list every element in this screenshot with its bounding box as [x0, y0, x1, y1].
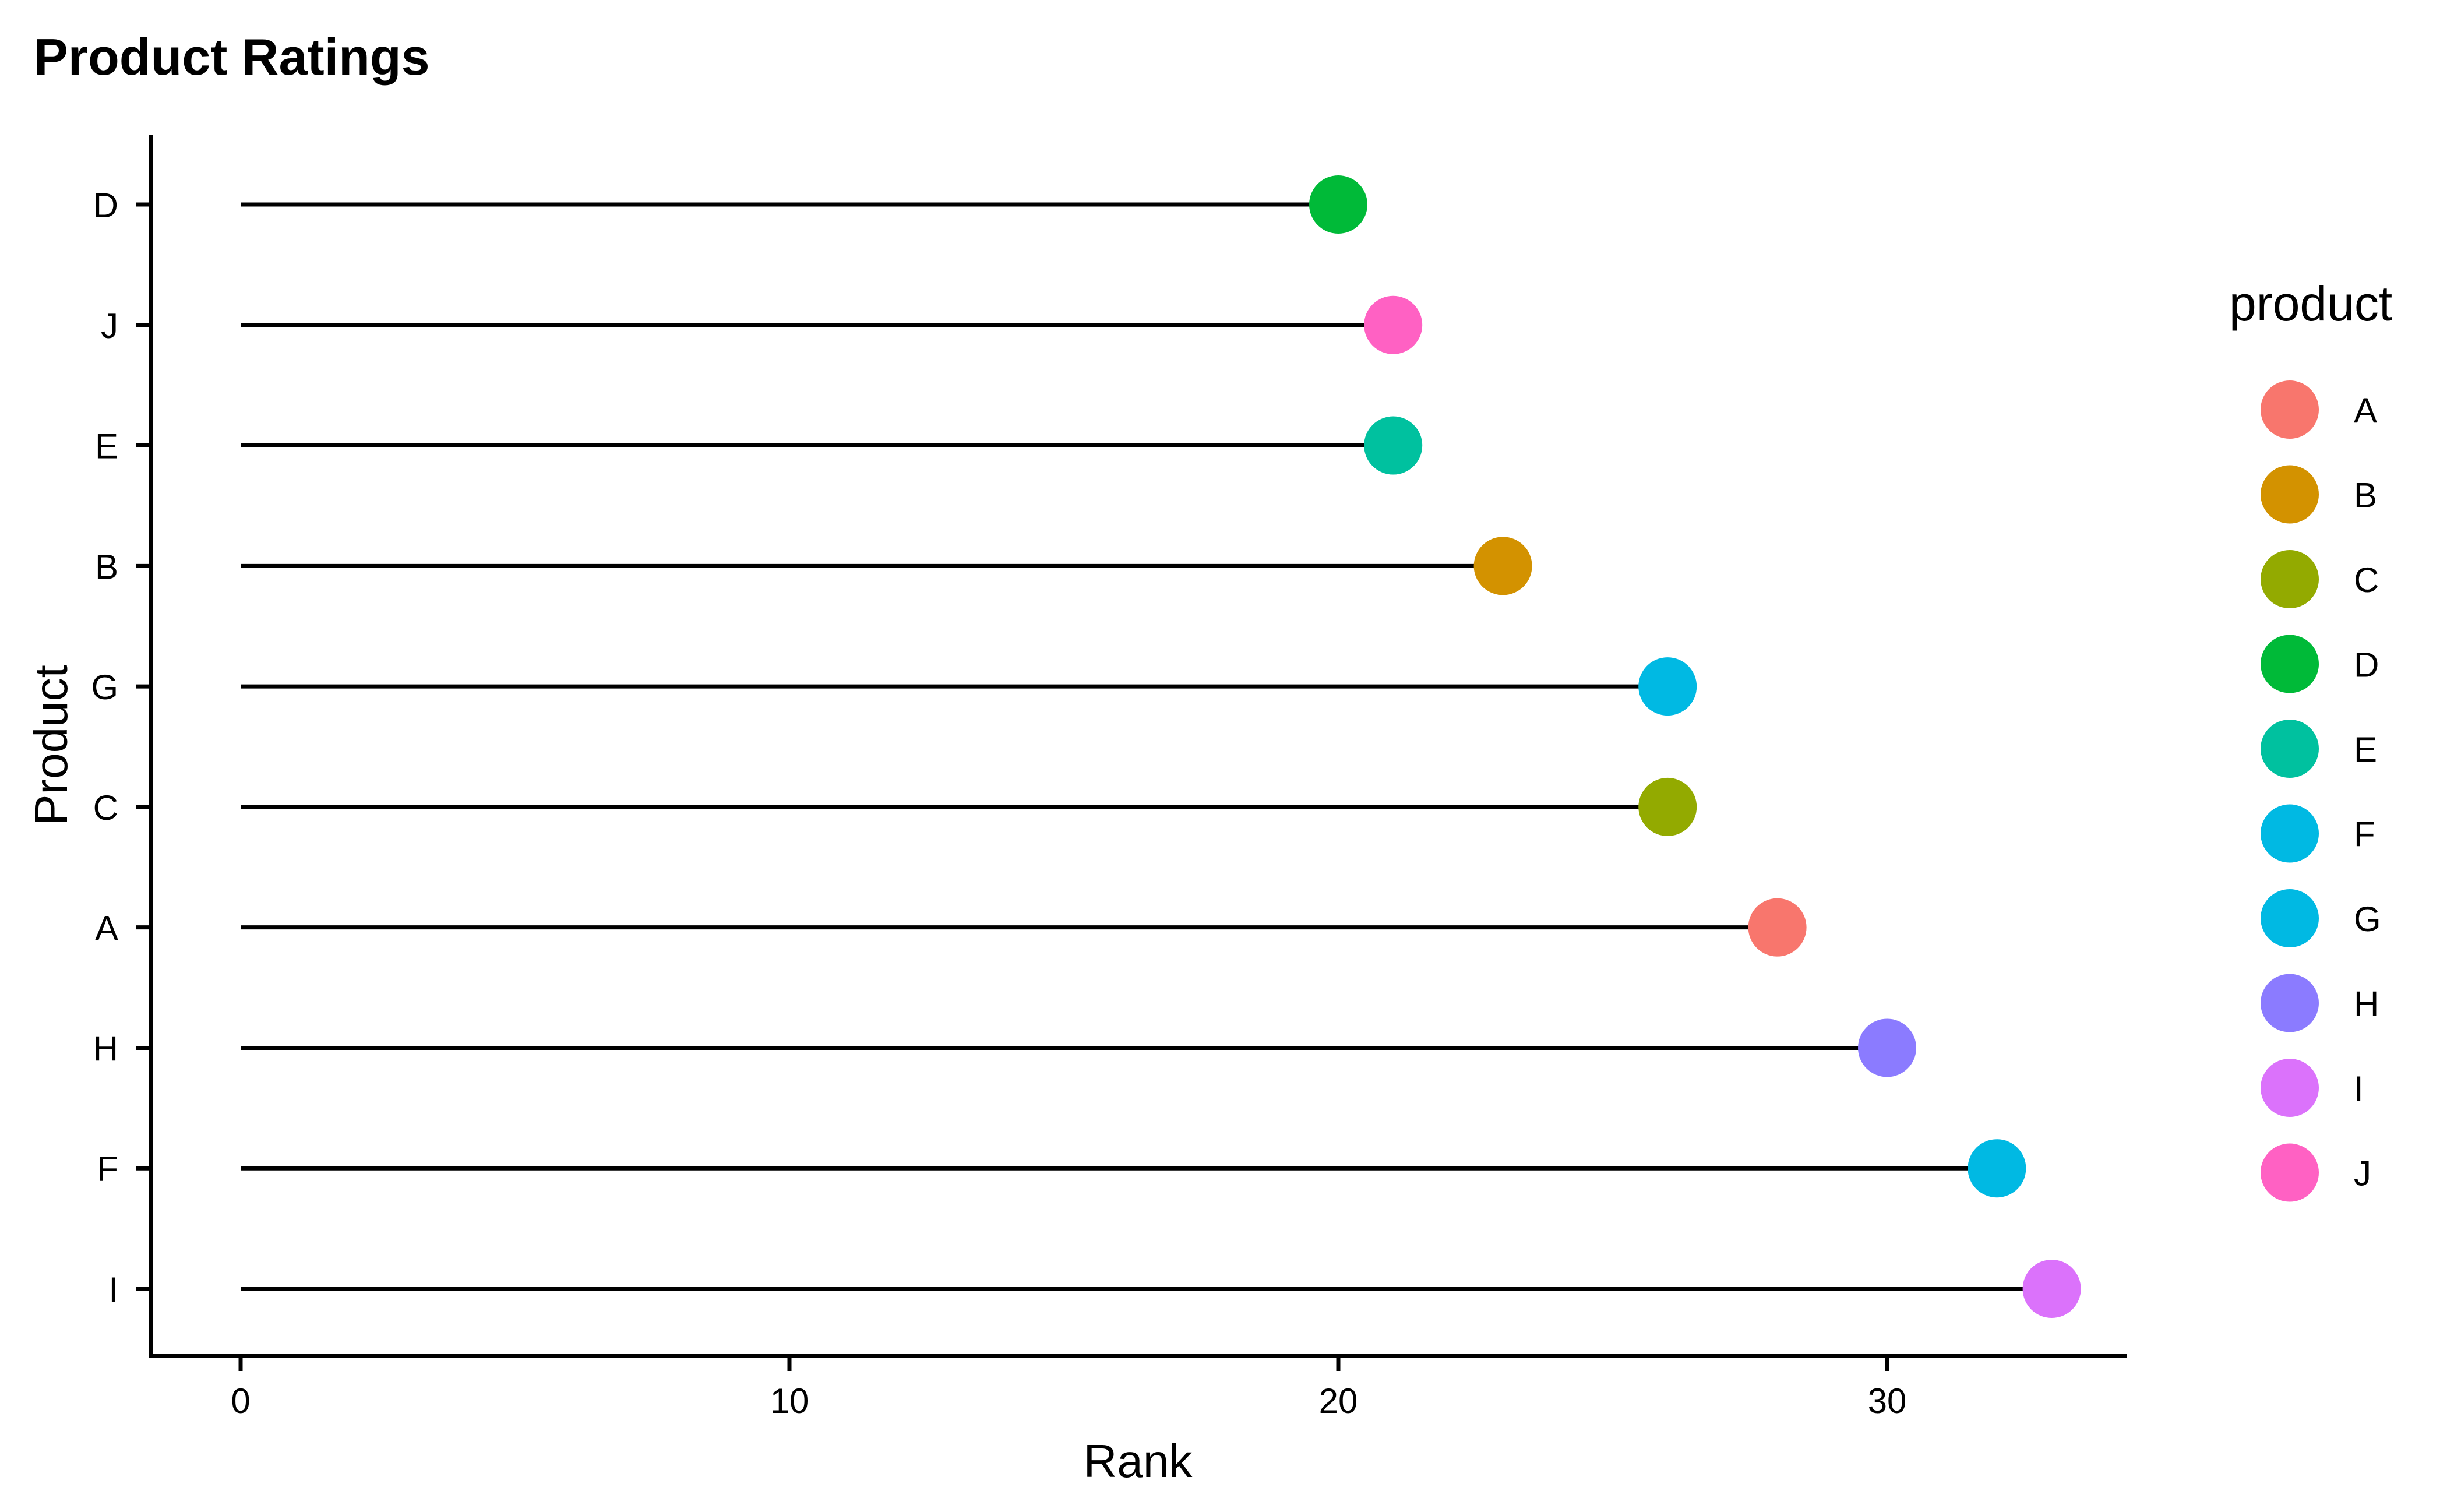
y-tick-label-e: E [95, 427, 118, 466]
chart-title: Product Ratings [34, 28, 430, 86]
legend-key-h [2261, 974, 2319, 1032]
legend-key-c [2261, 550, 2319, 608]
x-tick-label-10: 10 [770, 1381, 809, 1421]
legend-key-d [2261, 635, 2319, 693]
y-tick-label-i: I [108, 1270, 118, 1309]
legend-key-f [2261, 804, 2319, 863]
y-tick-label-f: F [97, 1150, 118, 1189]
legend-label-d: D [2354, 646, 2379, 685]
point-g [1638, 657, 1697, 716]
point-j [1364, 295, 1423, 354]
y-tick-label-j: J [101, 306, 118, 346]
legend-key-i [2261, 1059, 2319, 1117]
point-a [1748, 898, 1807, 957]
legend-label-j: J [2354, 1154, 2371, 1193]
legend-label-i: I [2354, 1069, 2364, 1108]
legend-label-c: C [2354, 561, 2379, 600]
legend-label-e: E [2354, 730, 2377, 769]
point-c [1638, 777, 1697, 836]
y-tick-label-d: D [93, 186, 118, 225]
legend-key-e [2261, 720, 2319, 778]
legend-label-b: B [2354, 476, 2377, 515]
x-tick-label-0: 0 [231, 1381, 250, 1421]
legend-label-a: A [2354, 391, 2377, 430]
legend-key-j [2261, 1143, 2319, 1202]
x-axis-ticks: 0 10 20 30 [231, 1356, 1906, 1421]
y-tick-label-g: G [91, 668, 118, 707]
point-i [2022, 1260, 2081, 1318]
legend-label-g: G [2354, 900, 2381, 939]
legend-key-b [2261, 465, 2319, 524]
plot-area [241, 175, 2081, 1318]
legend-key-g [2261, 889, 2319, 947]
legend-title: product [2229, 276, 2392, 331]
legend: product A B C D E F G H I J [2229, 276, 2392, 1202]
x-tick-label-30: 30 [1868, 1381, 1907, 1421]
point-d [1309, 175, 1367, 234]
point-f [1968, 1139, 2026, 1198]
point-e [1364, 416, 1423, 475]
y-tick-label-b: B [95, 547, 118, 586]
legend-label-f: F [2354, 815, 2375, 854]
y-tick-label-c: C [93, 788, 118, 827]
x-tick-label-20: 20 [1319, 1381, 1358, 1421]
point-b [1473, 537, 1532, 595]
y-axis-ticks: I F H A C G B E J D [91, 186, 151, 1309]
legend-items: A B C D E F G H I J [2261, 380, 2381, 1202]
y-tick-label-a: A [95, 909, 118, 948]
legend-label-h: H [2354, 985, 2379, 1024]
legend-key-a [2261, 380, 2319, 439]
y-axis-title: Product [25, 665, 77, 826]
point-h [1858, 1018, 1916, 1077]
x-axis-title: Rank [1084, 1435, 1193, 1487]
y-tick-label-h: H [93, 1029, 118, 1068]
